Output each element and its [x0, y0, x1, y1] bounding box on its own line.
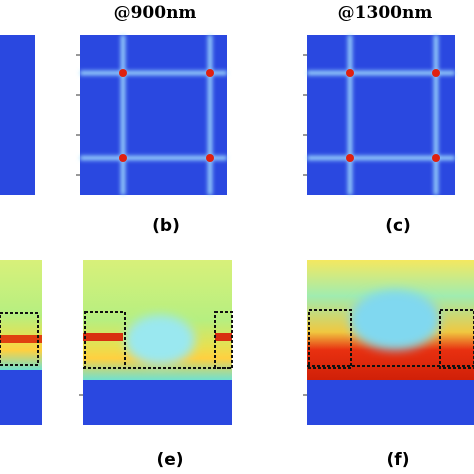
panel-a-partial	[0, 35, 35, 195]
panel-e	[83, 260, 233, 425]
panel-label: (f)	[387, 450, 410, 470]
panel-b	[80, 35, 227, 195]
panel-label: (b)	[152, 216, 180, 236]
panel-c	[307, 35, 455, 195]
panel-title: @1300nm	[338, 3, 433, 23]
panel-label: (e)	[156, 450, 183, 470]
panel-label: (c)	[385, 216, 411, 236]
panel-d-partial	[0, 260, 42, 425]
panel-f-partial	[307, 260, 474, 425]
tick-marks	[76, 54, 307, 396]
panel-title: @900nm	[114, 3, 197, 23]
